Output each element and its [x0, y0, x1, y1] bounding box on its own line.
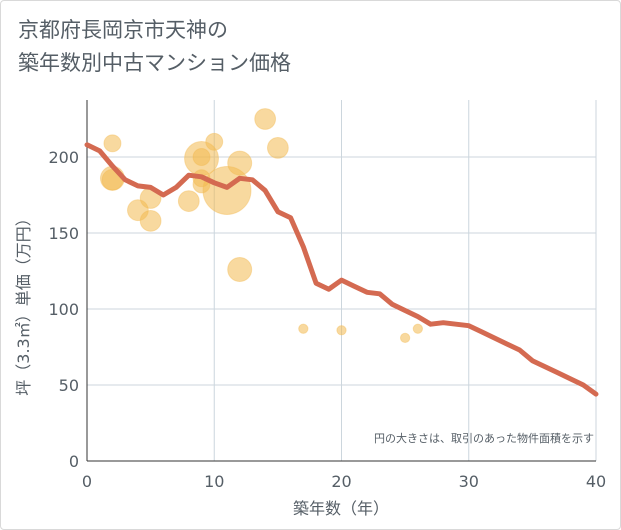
data-bubble: [177, 190, 200, 212]
y-axis-title: 坪（3.3㎡）単価（万円）: [14, 210, 33, 395]
x-tick-label: 40: [586, 472, 606, 491]
bubbles-layer: [99, 108, 423, 344]
data-bubble: [399, 332, 411, 344]
data-bubble: [254, 108, 277, 130]
data-bubble: [139, 209, 162, 232]
grid-lines: [87, 100, 597, 461]
data-bubble: [205, 132, 224, 151]
tick-labels: 0 50 100 150 200 0 10 20 30 40: [48, 148, 606, 491]
bubble-size-note: 円の大きさは、取引のあった物件面積を示す: [374, 431, 594, 445]
y-tick-label: 0: [69, 452, 79, 471]
x-axis-title: 築年数（年）: [293, 499, 389, 518]
x-tick-label: 10: [204, 472, 224, 491]
x-tick-label: 30: [459, 472, 479, 491]
data-bubble: [227, 256, 253, 282]
data-bubble: [192, 148, 211, 166]
trend-line-layer: [84, 142, 599, 397]
y-tick-label: 50: [59, 376, 79, 395]
y-tick-label: 150: [48, 224, 79, 243]
x-tick-label: 20: [331, 472, 351, 491]
axes: [86, 100, 596, 462]
chart-title: 京都府長岡京市天神の 築年数別中古マンション価格: [18, 14, 291, 80]
data-bubble: [103, 134, 122, 153]
data-bubble: [266, 136, 289, 159]
chart-title-line-1: 京都府長岡京市天神の: [18, 18, 228, 42]
chart-title-line-2: 築年数別中古マンション価格: [18, 51, 291, 75]
data-bubble: [298, 323, 309, 334]
trend-line: [84, 142, 599, 397]
data-bubble: [227, 150, 253, 176]
data-bubble: [412, 323, 423, 334]
x-tick-label: 0: [82, 472, 92, 491]
y-tick-label: 200: [48, 148, 79, 167]
y-tick-label: 100: [48, 300, 79, 319]
data-bubble: [336, 325, 347, 336]
